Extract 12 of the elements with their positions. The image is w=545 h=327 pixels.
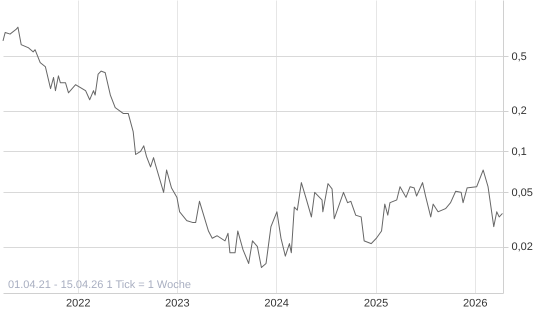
y-tick-label: 0,1 bbox=[512, 146, 527, 158]
x-tick-label: 2023 bbox=[165, 298, 190, 310]
y-tick-label: 0,5 bbox=[512, 50, 527, 63]
y-tick-label: 0,05 bbox=[512, 186, 533, 199]
x-tick-label: 2026 bbox=[462, 298, 488, 310]
x-tick-label: 2022 bbox=[66, 298, 90, 310]
line-series bbox=[2, 26, 503, 268]
annotation: 01.04.21 - 15.04.26 1 Tick = 1 Woche bbox=[8, 279, 191, 291]
x-tick-label: 2024 bbox=[264, 298, 289, 310]
y-tick-label: 0,2 bbox=[512, 105, 527, 118]
x-tick-label: 2025 bbox=[364, 298, 388, 310]
y-tick-label: 0,02 bbox=[512, 241, 533, 253]
